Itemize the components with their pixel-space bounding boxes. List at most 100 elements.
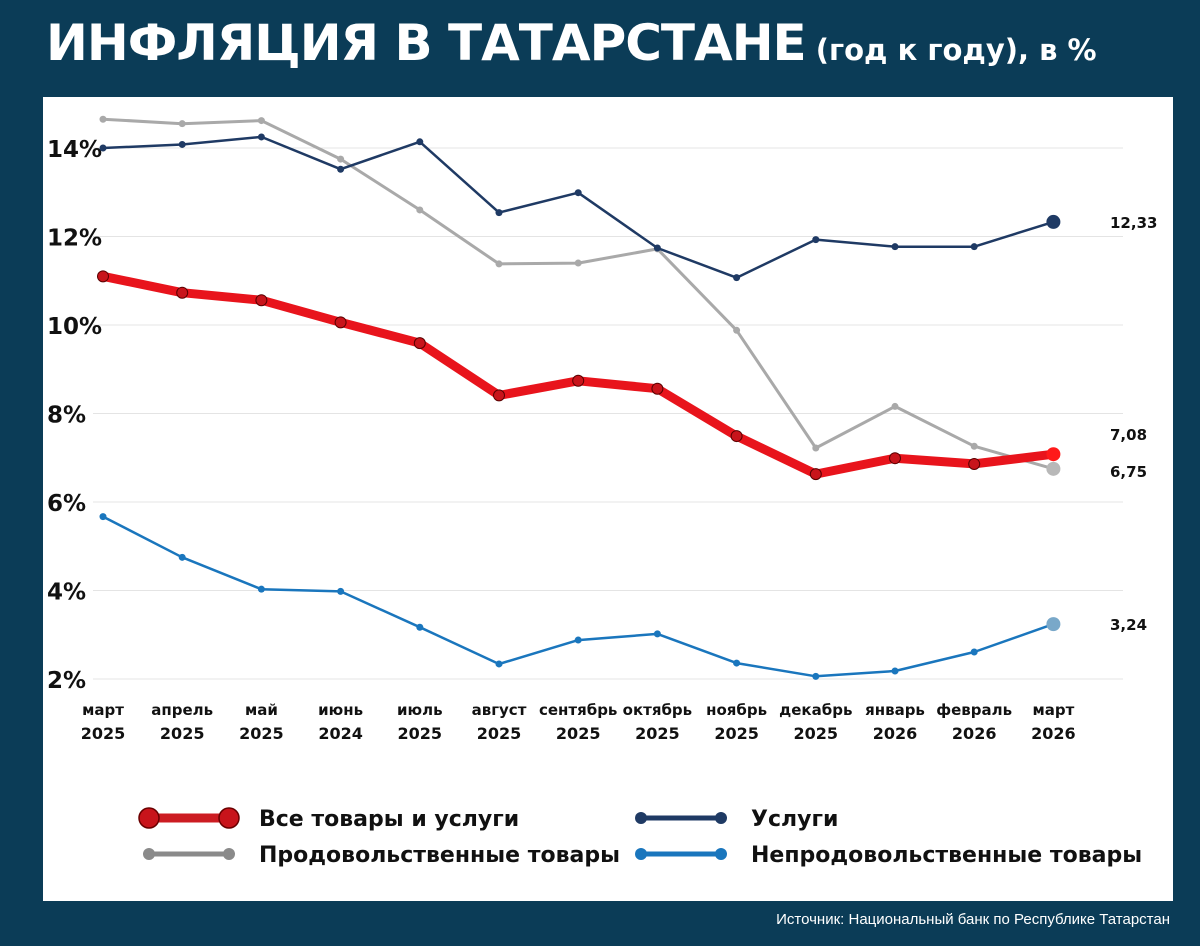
chart-title: ИНФЛЯЦИЯ В ТАТАРСТАНЕ (год к году), в %: [46, 14, 1097, 72]
legend-marker-food: [143, 848, 155, 860]
x-tick-year: 2025: [81, 724, 126, 743]
x-tick-year: 2025: [239, 724, 284, 743]
x-tick-year: 2026: [1031, 724, 1076, 743]
data-point-food: [416, 206, 424, 214]
y-tick-label: 6%: [47, 491, 86, 517]
data-point-services: [495, 209, 503, 217]
end-point-all: [1046, 447, 1061, 462]
data-point-nonfood: [337, 587, 345, 595]
data-point-all: [572, 374, 585, 387]
chart-title-main: ИНФЛЯЦИЯ В ТАТАРСТАНЕ: [46, 14, 807, 72]
data-point-nonfood: [653, 630, 661, 638]
data-point-all: [334, 316, 347, 329]
y-tick-label: 14%: [47, 137, 102, 163]
end-point-services: [1046, 214, 1061, 229]
data-point-nonfood: [178, 553, 186, 561]
x-tick-year: 2024: [318, 724, 363, 743]
data-point-services: [891, 243, 899, 251]
data-point-nonfood: [99, 513, 107, 521]
data-point-services: [812, 236, 820, 244]
data-point-food: [970, 442, 978, 450]
data-point-nonfood: [970, 648, 978, 656]
data-point-food: [891, 402, 899, 410]
data-point-all: [413, 337, 426, 350]
data-point-all: [730, 430, 743, 443]
x-tick-label: август: [472, 701, 527, 719]
x-tick-year: 2025: [160, 724, 205, 743]
y-tick-label: 4%: [47, 580, 86, 606]
legend-marker-nonfood: [635, 848, 647, 860]
data-point-nonfood: [733, 659, 741, 667]
y-tick-label: 8%: [47, 403, 86, 429]
end-label-food: 6,75: [1110, 463, 1147, 481]
chart-title-sub: (год к году), в %: [815, 33, 1097, 67]
data-point-food: [574, 259, 582, 267]
legend-marker-nonfood: [715, 848, 727, 860]
data-point-all: [968, 457, 981, 470]
x-tick-year: 2025: [635, 724, 680, 743]
data-point-services: [733, 274, 741, 282]
x-tick-label: январь: [865, 701, 925, 719]
end-label-all: 7,08: [1110, 426, 1147, 444]
end-label-services: 12,33: [1110, 214, 1157, 232]
x-tick-year: 2026: [873, 724, 918, 743]
x-tick-year: 2026: [952, 724, 997, 743]
data-point-all: [651, 382, 664, 395]
legend-label-services: Услуги: [751, 807, 838, 832]
data-point-food: [257, 117, 265, 125]
legend-marker-services: [635, 812, 647, 824]
data-point-services: [970, 243, 978, 251]
end-point-nonfood: [1046, 617, 1061, 632]
data-point-services: [99, 144, 107, 152]
x-tick-label: апрель: [151, 701, 213, 719]
chart-panel: 2% 4% 6% 8% 10% 12% 14% март 2025 апрель 2025 май 20…: [43, 97, 1173, 901]
x-tick-year: 2025: [477, 724, 522, 743]
data-point-all: [493, 389, 505, 402]
x-tick-year: 2025: [714, 724, 759, 743]
data-point-food: [812, 444, 820, 452]
data-point-food: [337, 155, 345, 163]
data-point-food: [178, 120, 186, 128]
y-tick-label: 12%: [47, 226, 102, 252]
legend-label-nonfood: Непродовольственные товары: [751, 843, 1142, 868]
data-point-food: [495, 260, 503, 268]
data-point-services: [178, 140, 186, 148]
x-tick-label: сентябрь: [539, 701, 617, 719]
data-point-all: [255, 294, 268, 307]
data-point-all: [809, 468, 822, 481]
x-tick-label: июнь: [318, 701, 363, 719]
legend-label-food: Продовольственные товары: [259, 843, 620, 868]
legend-marker-services: [715, 812, 727, 824]
x-tick-label: февраль: [936, 701, 1012, 719]
x-tick-label: октябрь: [623, 701, 693, 719]
x-tick-year: 2025: [556, 724, 601, 743]
x-tick-label: март: [82, 701, 124, 719]
data-point-all: [176, 286, 189, 299]
x-tick-label: июль: [397, 701, 443, 719]
x-tick-label: декабрь: [779, 701, 852, 719]
series-line-services: [101, 135, 1055, 279]
data-point-services: [337, 165, 345, 173]
source-note: Источник: Национальный банк по Республик…: [776, 911, 1170, 928]
data-point-services: [416, 138, 424, 146]
legend-label-all: Все товары и услуги: [259, 807, 519, 832]
x-tick-year: 2025: [398, 724, 443, 743]
data-point-nonfood: [257, 585, 265, 593]
data-point-services: [257, 133, 265, 141]
line-chart: 2% 4% 6% 8% 10% 12% 14% март 2025 апрель 2025 май 20…: [47, 115, 1157, 868]
series-line-nonfood: [101, 515, 1055, 678]
end-point-food: [1046, 461, 1061, 476]
data-point-nonfood: [574, 636, 582, 644]
x-tick-label: ноябрь: [706, 701, 767, 719]
end-label-nonfood: 3,24: [1110, 616, 1147, 634]
data-point-all: [889, 452, 901, 465]
legend-marker-all: [138, 807, 160, 829]
legend-marker-all: [218, 807, 240, 829]
x-tick-label: март: [1032, 701, 1074, 719]
data-point-nonfood: [495, 660, 503, 668]
x-tick-year: 2025: [794, 724, 839, 743]
data-point-food: [99, 115, 107, 123]
y-tick-label: 2%: [47, 668, 86, 694]
data-point-nonfood: [812, 672, 820, 680]
legend-marker-food: [223, 848, 235, 860]
